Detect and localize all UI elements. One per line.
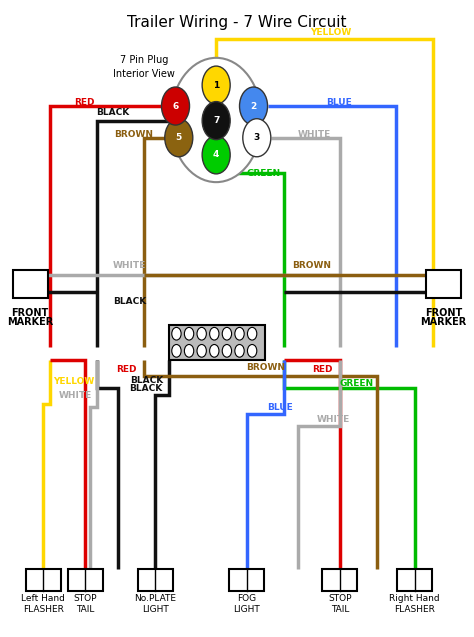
Circle shape: [239, 87, 267, 125]
Text: YELLOW: YELLOW: [54, 377, 95, 387]
Text: WHITE: WHITE: [113, 261, 146, 270]
Text: BLACK: BLACK: [130, 376, 163, 385]
Text: 7: 7: [213, 116, 219, 125]
Text: BROWN: BROWN: [292, 261, 331, 270]
Text: BLACK: BLACK: [129, 383, 163, 393]
Bar: [138, 569, 173, 591]
Text: 7 Pin Plug: 7 Pin Plug: [119, 55, 168, 65]
Text: FRONT: FRONT: [11, 308, 49, 318]
Bar: [68, 569, 103, 591]
Text: BROWN: BROWN: [246, 364, 285, 373]
Text: Left Hand
FLASHER: Left Hand FLASHER: [21, 594, 65, 614]
Circle shape: [210, 327, 219, 340]
Text: BLUE: BLUE: [267, 403, 293, 412]
Text: GREEN: GREEN: [246, 169, 281, 178]
Text: 1: 1: [213, 81, 219, 90]
Text: WHITE: WHITE: [59, 391, 92, 401]
Text: MARKER: MARKER: [420, 317, 467, 327]
Circle shape: [172, 327, 181, 340]
Circle shape: [202, 66, 230, 104]
Circle shape: [165, 118, 193, 157]
Circle shape: [222, 327, 232, 340]
Text: BROWN: BROWN: [114, 130, 153, 139]
Circle shape: [170, 58, 262, 182]
Circle shape: [235, 345, 244, 357]
Bar: [322, 569, 357, 591]
Text: 5: 5: [176, 133, 182, 142]
Text: Right Hand
FLASHER: Right Hand FLASHER: [390, 594, 440, 614]
Text: BLACK: BLACK: [113, 297, 146, 306]
Text: Trailer Wiring - 7 Wire Circuit: Trailer Wiring - 7 Wire Circuit: [128, 15, 347, 31]
Circle shape: [197, 345, 206, 357]
Text: 3: 3: [254, 133, 260, 142]
Circle shape: [247, 345, 257, 357]
Text: 2: 2: [250, 101, 256, 111]
Circle shape: [210, 345, 219, 357]
Text: FOG
LIGHT: FOG LIGHT: [233, 594, 260, 614]
Text: RED: RED: [74, 98, 95, 108]
Text: BLACK: BLACK: [97, 108, 130, 117]
Circle shape: [184, 327, 194, 340]
Text: FRONT: FRONT: [425, 308, 462, 318]
Circle shape: [222, 345, 232, 357]
Circle shape: [247, 327, 257, 340]
Text: GREEN: GREEN: [340, 378, 374, 388]
Circle shape: [202, 136, 230, 174]
Text: YELLOW: YELLOW: [310, 28, 351, 37]
Circle shape: [202, 101, 230, 140]
Text: 6: 6: [173, 101, 179, 111]
Text: STOP
TAIL: STOP TAIL: [328, 594, 352, 614]
Circle shape: [172, 345, 181, 357]
Bar: [26, 569, 61, 591]
Circle shape: [197, 327, 206, 340]
Bar: [397, 569, 432, 591]
Circle shape: [243, 118, 271, 157]
Circle shape: [235, 327, 244, 340]
Text: WHITE: WHITE: [298, 130, 331, 139]
Text: BLUE: BLUE: [326, 98, 352, 108]
Bar: [229, 569, 264, 591]
Text: STOP
TAIL: STOP TAIL: [73, 594, 97, 614]
Circle shape: [162, 87, 190, 125]
Bar: [169, 325, 265, 360]
Circle shape: [184, 345, 194, 357]
Text: MARKER: MARKER: [7, 317, 54, 327]
Text: No.PLATE
LIGHT: No.PLATE LIGHT: [135, 594, 176, 614]
Text: Interior View: Interior View: [113, 69, 175, 79]
Text: 4: 4: [213, 150, 219, 159]
Text: RED: RED: [116, 365, 136, 374]
Text: RED: RED: [312, 365, 332, 374]
Bar: [427, 269, 462, 297]
Bar: [13, 269, 48, 297]
Text: WHITE: WHITE: [317, 415, 350, 424]
